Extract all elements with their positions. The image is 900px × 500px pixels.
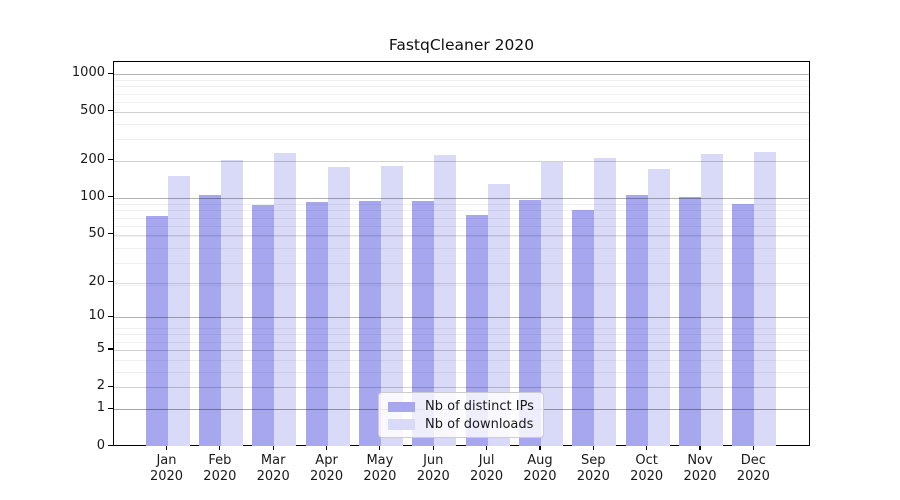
ytick-label-0: 0 — [96, 437, 105, 453]
ytick-mark-5 — [108, 348, 113, 350]
xtick-label-oct: Oct 2020 — [630, 452, 664, 485]
ytick-mark-0 — [108, 444, 113, 447]
bar-nb-of-downloads-mar — [274, 153, 297, 447]
legend: Nb of distinct IPs Nb of downloads — [378, 392, 544, 438]
bar-nb-of-downloads-feb — [220, 159, 243, 447]
legend-label-downloads: Nb of downloads — [425, 416, 534, 432]
bar-nb-of-downloads-sep — [594, 157, 617, 447]
bar-nb-of-distinct-ips-dec — [732, 204, 755, 447]
legend-swatch-distinct-ips — [388, 401, 415, 412]
ytick-label-10: 10 — [88, 308, 105, 324]
bar-nb-of-distinct-ips-nov — [679, 196, 701, 447]
bar-nb-of-distinct-ips-jun — [412, 201, 435, 447]
bar-nb-of-distinct-ips-sep — [572, 209, 595, 447]
xtick-mark-sep — [592, 445, 594, 450]
plot-area — [113, 61, 810, 447]
xtick-mark-oct — [646, 445, 648, 450]
ytick-label-1: 1 — [96, 400, 105, 416]
bar-nb-of-distinct-ips-apr — [305, 202, 328, 447]
bar-nb-of-distinct-ips-aug — [518, 200, 541, 447]
ytick-label-1000: 1000 — [71, 65, 105, 81]
bar-nb-of-downloads-jul — [487, 183, 510, 447]
ytick-mark-1 — [108, 407, 113, 409]
xtick-label-jul: Jul 2020 — [470, 452, 504, 485]
bar-nb-of-downloads-aug — [540, 161, 563, 447]
ytick-mark-100 — [108, 196, 113, 198]
bar-nb-of-downloads-may — [380, 166, 403, 447]
bar-nb-of-downloads-jan — [167, 175, 190, 447]
bar-nb-of-downloads-oct — [647, 168, 670, 447]
xtick-label-dec: Dec 2020 — [736, 452, 770, 485]
ytick-label-2: 2 — [96, 378, 105, 394]
bars-layer — [114, 62, 809, 447]
ytick-mark-2 — [108, 385, 113, 387]
xtick-label-nov: Nov 2020 — [683, 452, 717, 485]
ytick-label-200: 200 — [80, 151, 105, 167]
xtick-label-jun: Jun 2020 — [416, 452, 450, 485]
bar-nb-of-downloads-jun — [434, 155, 457, 447]
bar-nb-of-distinct-ips-may — [358, 200, 381, 447]
bar-nb-of-downloads-apr — [327, 167, 350, 447]
bar-nb-of-distinct-ips-jan — [145, 216, 168, 447]
xtick-label-apr: Apr 2020 — [310, 452, 344, 485]
xtick-mark-may — [379, 445, 381, 450]
xtick-label-sep: Sep 2020 — [576, 452, 610, 485]
legend-swatch-downloads — [388, 419, 415, 430]
bar-nb-of-distinct-ips-mar — [252, 204, 275, 447]
xtick-mark-feb — [219, 445, 221, 450]
xtick-mark-aug — [539, 445, 541, 450]
bar-nb-of-distinct-ips-oct — [625, 195, 648, 447]
bar-nb-of-downloads-nov — [701, 154, 723, 447]
xtick-mark-jan — [165, 445, 168, 450]
ytick-mark-50 — [108, 233, 113, 235]
ytick-mark-500 — [108, 110, 113, 112]
ytick-label-20: 20 — [88, 273, 105, 289]
ytick-mark-10 — [108, 315, 113, 317]
bar-nb-of-downloads-dec — [754, 151, 777, 447]
xtick-mark-nov — [699, 445, 701, 450]
xtick-mark-dec — [752, 445, 754, 450]
ytick-label-50: 50 — [88, 225, 105, 241]
xtick-mark-jun — [432, 445, 434, 450]
xtick-label-feb: Feb 2020 — [203, 452, 237, 485]
ytick-mark-1000 — [108, 72, 113, 74]
chart-title: FastqCleaner 2020 — [388, 36, 535, 54]
xtick-mark-jul — [486, 445, 488, 450]
ytick-label-100: 100 — [80, 188, 105, 204]
xtick-label-mar: Mar 2020 — [256, 452, 290, 485]
ytick-mark-200 — [108, 159, 113, 161]
legend-label-distinct-ips: Nb of distinct IPs — [425, 399, 534, 415]
xtick-label-aug: Aug 2020 — [523, 452, 557, 485]
legend-item-downloads: Nb of downloads — [388, 416, 535, 434]
xtick-mark-mar — [272, 445, 274, 450]
xtick-label-jan: Jan 2020 — [149, 452, 184, 485]
ytick-mark-20 — [108, 280, 113, 283]
ytick-label-500: 500 — [80, 102, 105, 118]
xtick-label-may: May 2020 — [363, 452, 397, 485]
bar-nb-of-distinct-ips-feb — [198, 194, 221, 447]
ytick-label-5: 5 — [96, 340, 105, 356]
legend-item-distinct-ips: Nb of distinct IPs — [388, 398, 535, 416]
bar-nb-of-distinct-ips-jul — [465, 214, 488, 447]
xtick-mark-apr — [325, 445, 328, 450]
